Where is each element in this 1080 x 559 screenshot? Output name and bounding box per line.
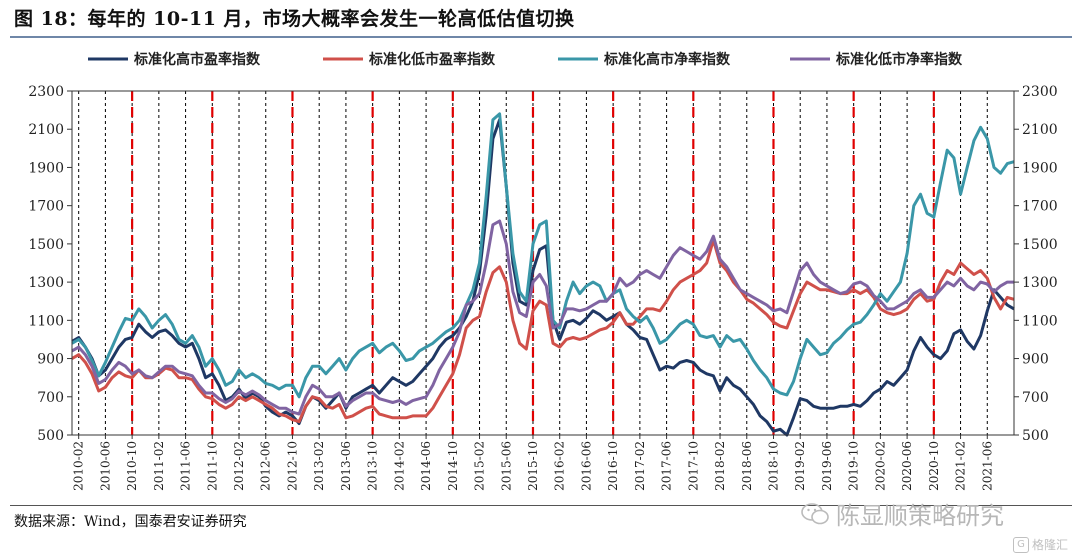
series-line [71, 238, 1015, 424]
x-tick-label: 2015-06 [499, 441, 513, 491]
series-line [71, 118, 1015, 437]
x-tick-label: 2017-10 [686, 441, 700, 491]
series-line [71, 112, 1015, 399]
wechat-icon [801, 502, 829, 524]
y-tick-label: 1700 [28, 199, 64, 215]
october-markers [131, 91, 935, 435]
brand-badge-icon: G [1012, 536, 1029, 553]
watermark-text: 陈显顺策略研究 [836, 502, 1004, 530]
axes: 500 500 700 700 900 900 1100 1100 1300 1300 1500 15… [28, 84, 1057, 491]
x-tick-label: 2014-02 [392, 441, 406, 491]
y-tick-label: 900 [37, 352, 64, 368]
legend-label: 标准化低市净率指数 [835, 51, 963, 68]
x-tick-label: 2021-06 [980, 441, 994, 491]
x-tick-label: 2020-02 [873, 441, 887, 491]
y-tick-label: 2300 [28, 84, 64, 100]
x-tick-label: 2010-06 [98, 441, 112, 491]
y2-tick-label: 900 [1022, 352, 1049, 368]
y-tick-label: 1500 [28, 237, 64, 253]
y2-tick-label: 1300 [1022, 275, 1058, 291]
x-tick-label: 2019-02 [793, 441, 807, 491]
x-tick-label: 2019-10 [847, 441, 861, 491]
x-tick-label: 2018-02 [713, 441, 727, 491]
x-tick-label: 2021-02 [954, 441, 968, 491]
y-tick-label: 2100 [28, 122, 64, 138]
x-tick-label: 2016-10 [606, 441, 620, 491]
y2-tick-label: 500 [1022, 428, 1049, 444]
page-title: 图 18：每年的 10-11 月，市场大概率会发生一轮高低估值切换 [14, 8, 575, 30]
legend-label: 标准化高市盈率指数 [133, 51, 261, 68]
x-tick-label: 2013-02 [312, 441, 326, 491]
brand-mark: G 格隆汇 [1012, 536, 1068, 553]
watermark: 陈显顺策略研究 [800, 496, 1004, 531]
brand-text: 格隆汇 [1031, 538, 1068, 552]
y2-tick-label: 700 [1022, 390, 1049, 406]
source-note: 数据来源：Wind，国泰君安证券研究 [14, 514, 247, 530]
y2-tick-label: 1700 [1022, 199, 1058, 215]
x-tick-label: 2014-06 [419, 441, 433, 491]
y-tick-label: 500 [37, 428, 64, 444]
x-tick-label: 2012-10 [285, 441, 299, 491]
y2-tick-label: 2100 [1022, 122, 1058, 138]
y-tick-label: 700 [37, 390, 64, 406]
x-tick-label: 2018-10 [766, 441, 780, 491]
footer-divider [10, 505, 1072, 506]
legend-label: 标准化低市盈率指数 [368, 51, 496, 68]
x-tick-label: 2017-06 [660, 441, 674, 491]
y2-tick-label: 1900 [1022, 160, 1058, 176]
plot-frame [71, 90, 1015, 436]
x-tick-label: 2016-02 [553, 441, 567, 491]
y2-tick-label: 2300 [1022, 84, 1058, 100]
series-line [71, 219, 1014, 416]
x-tick-label: 2011-06 [179, 441, 193, 491]
x-tick-label: 2015-10 [526, 441, 540, 491]
line-chart: 标准化高市盈率指数 标准化低市盈率指数 标准化高市净率指数 标准化低市净率指数 500… [28, 51, 1057, 491]
x-tick-label: 2011-10 [205, 441, 219, 491]
y-tick-label: 1100 [28, 313, 64, 329]
series-lines [71, 112, 1015, 437]
x-tick-label: 2020-06 [900, 441, 914, 491]
x-tick-label: 2015-02 [473, 441, 487, 491]
x-tick-label: 2018-06 [740, 441, 754, 491]
x-tick-label: 2016-06 [579, 441, 593, 491]
x-tick-label: 2017-02 [633, 441, 647, 491]
legend-label: 标准化高市净率指数 [603, 51, 731, 68]
x-tick-label: 2012-02 [232, 441, 246, 491]
x-tick-label: 2010-02 [72, 441, 86, 491]
x-tick-label: 2014-10 [446, 441, 460, 491]
y-tick-label: 1300 [28, 275, 64, 291]
x-tick-label: 2013-06 [339, 441, 353, 491]
x-tick-label: 2019-06 [820, 441, 834, 491]
x-tick-label: 2020-10 [927, 441, 941, 491]
legend: 标准化高市盈率指数 标准化低市盈率指数 标准化高市净率指数 标准化低市净率指数 [88, 51, 963, 68]
x-tick-label: 2010-10 [125, 441, 139, 491]
y2-tick-label: 1500 [1022, 237, 1058, 253]
y-tick-label: 1900 [28, 160, 64, 176]
x-tick-label: 2013-10 [366, 441, 380, 491]
y2-tick-label: 1100 [1022, 313, 1058, 329]
x-tick-label: 2012-06 [259, 441, 273, 491]
title-divider [10, 36, 1072, 38]
x-tick-label: 2011-02 [152, 441, 166, 491]
